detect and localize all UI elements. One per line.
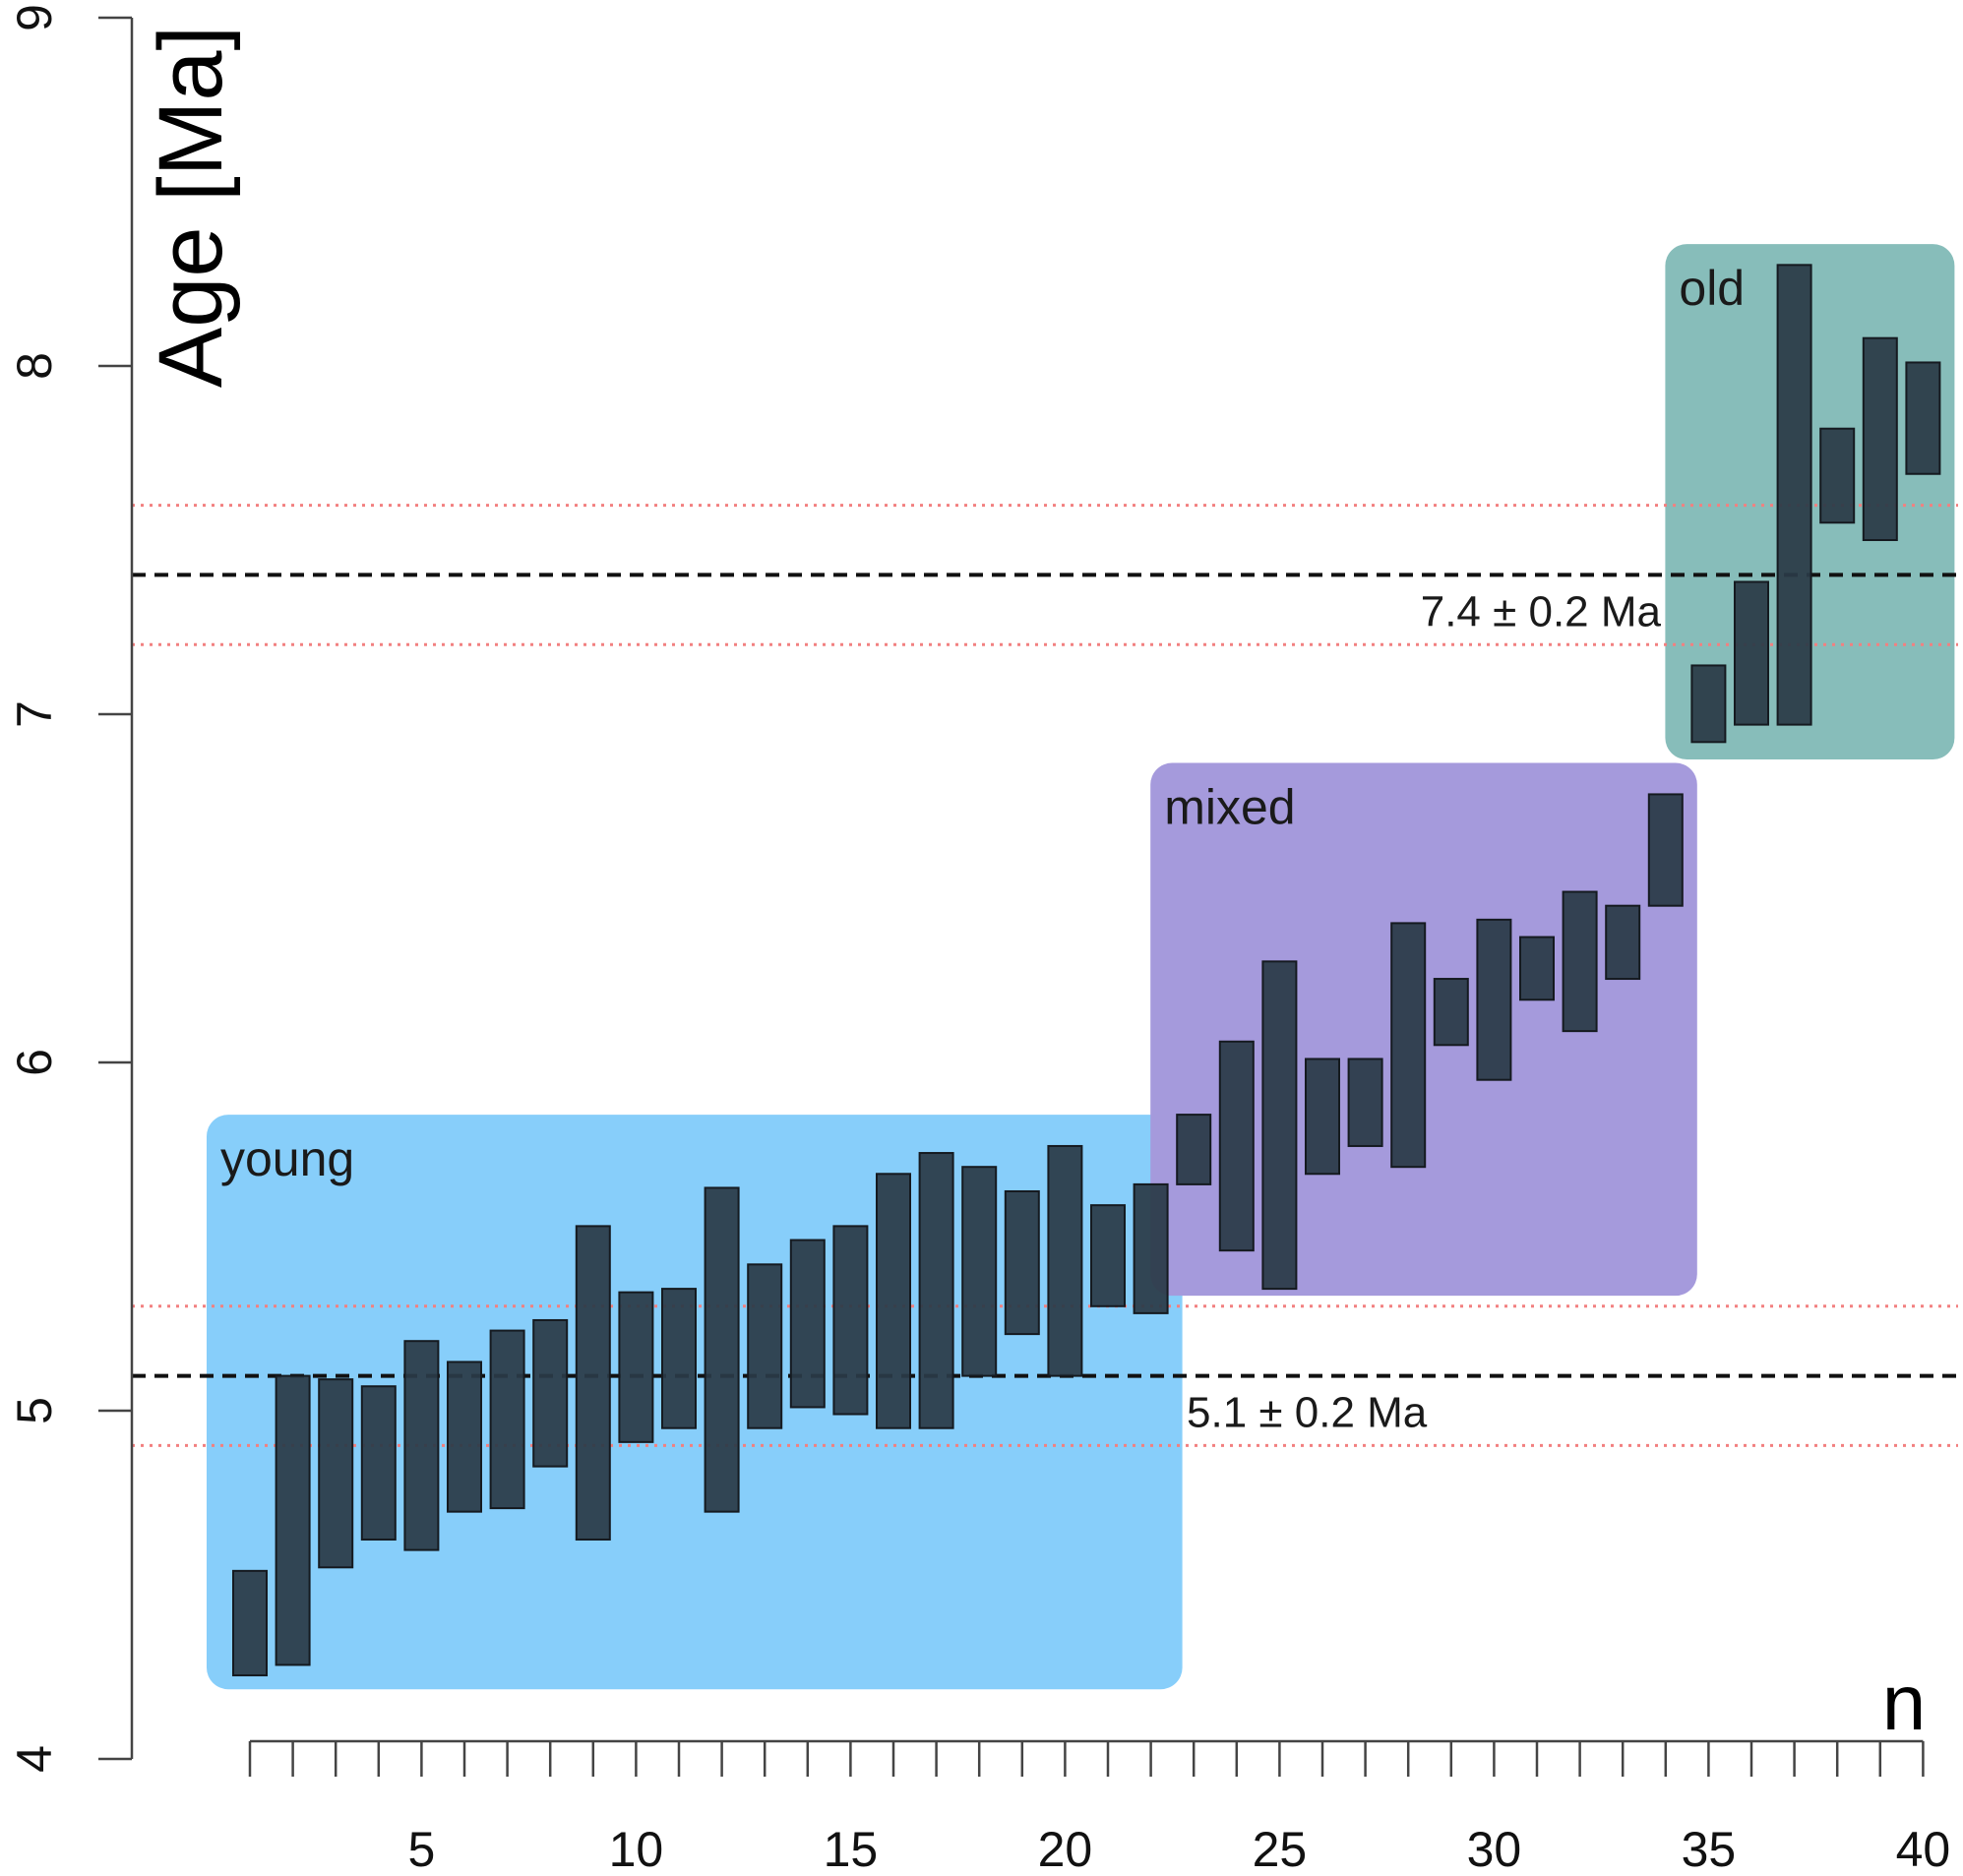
age-bar bbox=[618, 1291, 654, 1443]
group-label-young: young bbox=[220, 1131, 354, 1186]
age-bar bbox=[1819, 427, 1856, 524]
age-bar bbox=[275, 1374, 311, 1666]
age-bar bbox=[1562, 890, 1598, 1033]
age-bar bbox=[489, 1329, 525, 1510]
x-tick-label: 15 bbox=[824, 1822, 879, 1876]
age-bar bbox=[1305, 1058, 1340, 1176]
age-bar bbox=[1261, 960, 1298, 1291]
x-tick-label: 30 bbox=[1467, 1822, 1522, 1876]
age-bar bbox=[1734, 580, 1769, 726]
age-bar bbox=[918, 1152, 954, 1429]
x-tick-label: 40 bbox=[1896, 1822, 1951, 1876]
age-bar bbox=[1347, 1058, 1383, 1147]
age-bar bbox=[1605, 904, 1641, 981]
age-bar bbox=[1047, 1144, 1083, 1377]
age-bar bbox=[704, 1186, 740, 1513]
y-tick-label: 6 bbox=[7, 1049, 62, 1076]
age-bar bbox=[1090, 1204, 1126, 1307]
age-bar bbox=[575, 1225, 611, 1541]
x-tick-label: 10 bbox=[609, 1822, 664, 1876]
group-label-old: old bbox=[1679, 261, 1745, 316]
x-tick-label: 25 bbox=[1253, 1822, 1308, 1876]
age-bar bbox=[876, 1173, 911, 1429]
age-bar bbox=[961, 1166, 998, 1377]
age-bar bbox=[1433, 978, 1469, 1047]
age-bar bbox=[232, 1569, 268, 1677]
y-tick-label: 7 bbox=[7, 700, 62, 728]
x-tick-label: 35 bbox=[1682, 1822, 1737, 1876]
y-tick-label: 9 bbox=[7, 4, 62, 31]
age-bar bbox=[1905, 361, 1941, 475]
mean-age-label: 5.1 ± 0.2 Ma bbox=[1187, 1389, 1428, 1437]
x-axis-label: n bbox=[1882, 1659, 1927, 1746]
y-tick-label: 4 bbox=[7, 1745, 62, 1773]
group-label-mixed: mixed bbox=[1164, 780, 1295, 835]
x-axis: 5 10 15 20 25 30 35 40 bbox=[248, 1739, 1951, 1876]
y-axis-label: Age [Ma] bbox=[141, 26, 241, 388]
y-axis: 4 5 6 7 8 9 bbox=[7, 4, 134, 1773]
x-tick-label: 20 bbox=[1038, 1822, 1093, 1876]
x-tick-label: 5 bbox=[407, 1822, 435, 1876]
age-bar bbox=[1690, 664, 1727, 744]
age-bar bbox=[661, 1288, 697, 1429]
age-bar bbox=[1647, 793, 1684, 907]
age-bar bbox=[532, 1318, 569, 1468]
age-bar bbox=[1776, 264, 1812, 726]
mean-age-label: 7.4 ± 0.2 Ma bbox=[1421, 587, 1662, 635]
age-bar bbox=[318, 1378, 354, 1569]
age-bar bbox=[1133, 1182, 1169, 1314]
age-bar bbox=[447, 1361, 482, 1513]
age-bar bbox=[403, 1340, 440, 1551]
age-bar bbox=[1176, 1114, 1212, 1185]
age-bar bbox=[360, 1385, 397, 1541]
age-bars bbox=[232, 264, 1941, 1677]
age-bar bbox=[747, 1263, 783, 1429]
age-bar bbox=[1390, 922, 1427, 1169]
y-tick-label: 8 bbox=[7, 352, 62, 380]
age-bar bbox=[832, 1225, 869, 1416]
age-bar bbox=[1862, 336, 1898, 541]
age-bar bbox=[1218, 1040, 1255, 1252]
age-bar bbox=[789, 1239, 826, 1409]
age-bar bbox=[1519, 936, 1555, 1001]
age-bar bbox=[1004, 1189, 1040, 1336]
y-tick-label: 5 bbox=[7, 1397, 62, 1424]
age-bar bbox=[1476, 918, 1512, 1081]
